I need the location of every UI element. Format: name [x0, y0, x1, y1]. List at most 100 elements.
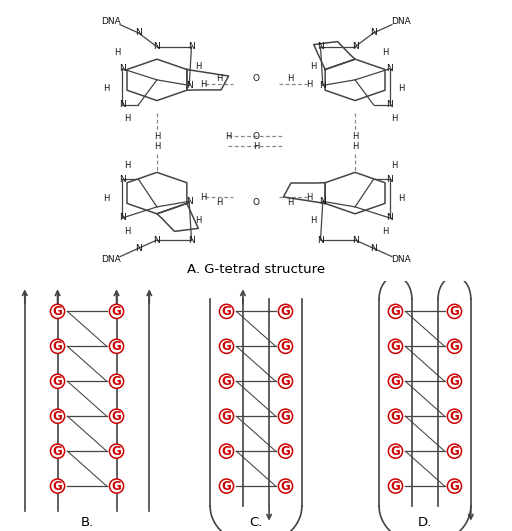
Text: N: N — [317, 42, 324, 51]
Text: N: N — [119, 213, 126, 222]
Text: H: H — [391, 161, 397, 170]
Text: G: G — [112, 340, 121, 353]
Text: G: G — [391, 444, 400, 458]
Text: G: G — [450, 444, 459, 458]
Text: G: G — [222, 340, 231, 353]
Text: DNA: DNA — [391, 18, 411, 27]
Text: H: H — [306, 193, 312, 202]
Text: H: H — [310, 62, 317, 71]
Text: G: G — [281, 444, 290, 458]
Text: G: G — [222, 375, 231, 388]
Text: O: O — [252, 74, 260, 83]
Text: H: H — [103, 84, 110, 92]
Text: G: G — [53, 410, 62, 423]
Text: N: N — [188, 42, 195, 51]
Text: G: G — [53, 444, 62, 458]
Text: N: N — [186, 81, 193, 90]
Text: H: H — [310, 216, 317, 225]
Text: H: H — [398, 194, 404, 203]
Text: N: N — [352, 236, 358, 244]
Text: G: G — [112, 305, 121, 318]
Text: H: H — [306, 80, 312, 89]
Text: D.: D. — [418, 516, 432, 528]
Text: H: H — [382, 48, 388, 57]
Text: N: N — [186, 197, 193, 206]
Text: H: H — [398, 84, 404, 92]
Text: H: H — [154, 132, 160, 141]
Text: N: N — [386, 64, 393, 73]
Text: N: N — [119, 175, 126, 184]
Text: G: G — [281, 375, 290, 388]
Text: DNA: DNA — [101, 18, 121, 27]
Text: N: N — [317, 236, 324, 244]
Text: G: G — [112, 375, 121, 388]
Text: G: G — [450, 479, 459, 493]
Text: N: N — [135, 244, 142, 253]
Text: N: N — [352, 42, 358, 51]
Text: N: N — [119, 100, 126, 109]
Text: B.: B. — [80, 516, 94, 528]
Text: G: G — [222, 444, 231, 458]
Text: N: N — [386, 175, 393, 184]
Text: G: G — [391, 410, 400, 423]
Text: H: H — [216, 198, 222, 207]
Text: H: H — [287, 198, 294, 207]
Text: H: H — [352, 132, 358, 141]
Text: N: N — [135, 29, 142, 37]
Text: H: H — [195, 216, 202, 225]
Text: G: G — [281, 479, 290, 493]
Text: H: H — [200, 80, 206, 89]
Text: H: H — [382, 227, 388, 236]
Text: G: G — [281, 410, 290, 423]
Text: G: G — [391, 375, 400, 388]
Text: G: G — [281, 340, 290, 353]
Text: N: N — [386, 213, 393, 222]
Text: H: H — [391, 114, 397, 123]
Text: N: N — [154, 236, 160, 244]
Text: H: H — [200, 193, 206, 202]
Text: H: H — [124, 227, 130, 236]
Text: N: N — [370, 244, 377, 253]
Text: N: N — [188, 236, 195, 244]
Text: DNA: DNA — [101, 255, 121, 264]
Text: G: G — [112, 444, 121, 458]
Text: G: G — [112, 479, 121, 493]
Text: H: H — [124, 161, 130, 170]
Text: G: G — [53, 375, 62, 388]
Text: N: N — [386, 100, 393, 109]
Text: G: G — [222, 479, 231, 493]
Text: A. G-tetrad structure: A. G-tetrad structure — [187, 263, 325, 276]
Text: H: H — [253, 142, 259, 151]
Text: N: N — [319, 81, 326, 90]
Text: G: G — [222, 410, 231, 423]
Text: O: O — [252, 132, 260, 141]
Text: G: G — [450, 340, 459, 353]
Text: H: H — [115, 48, 121, 57]
Text: G: G — [53, 305, 62, 318]
Text: O: O — [252, 198, 260, 207]
Text: H: H — [124, 114, 130, 123]
Text: H: H — [195, 62, 202, 71]
Text: G: G — [281, 305, 290, 318]
Text: DNA: DNA — [391, 255, 411, 264]
Text: H: H — [225, 132, 231, 141]
Text: C.: C. — [249, 516, 263, 528]
Text: G: G — [53, 340, 62, 353]
Text: G: G — [391, 479, 400, 493]
Text: N: N — [119, 64, 126, 73]
Text: H: H — [352, 142, 358, 151]
Text: H: H — [154, 142, 160, 151]
Text: H: H — [216, 74, 222, 83]
Text: H: H — [103, 194, 110, 203]
Text: G: G — [53, 479, 62, 493]
Text: G: G — [112, 410, 121, 423]
Text: G: G — [391, 305, 400, 318]
Text: G: G — [222, 305, 231, 318]
Text: N: N — [319, 197, 326, 206]
Text: G: G — [391, 340, 400, 353]
Text: N: N — [154, 42, 160, 51]
Text: G: G — [450, 375, 459, 388]
Text: G: G — [450, 305, 459, 318]
Text: H: H — [287, 74, 294, 83]
Text: G: G — [450, 410, 459, 423]
